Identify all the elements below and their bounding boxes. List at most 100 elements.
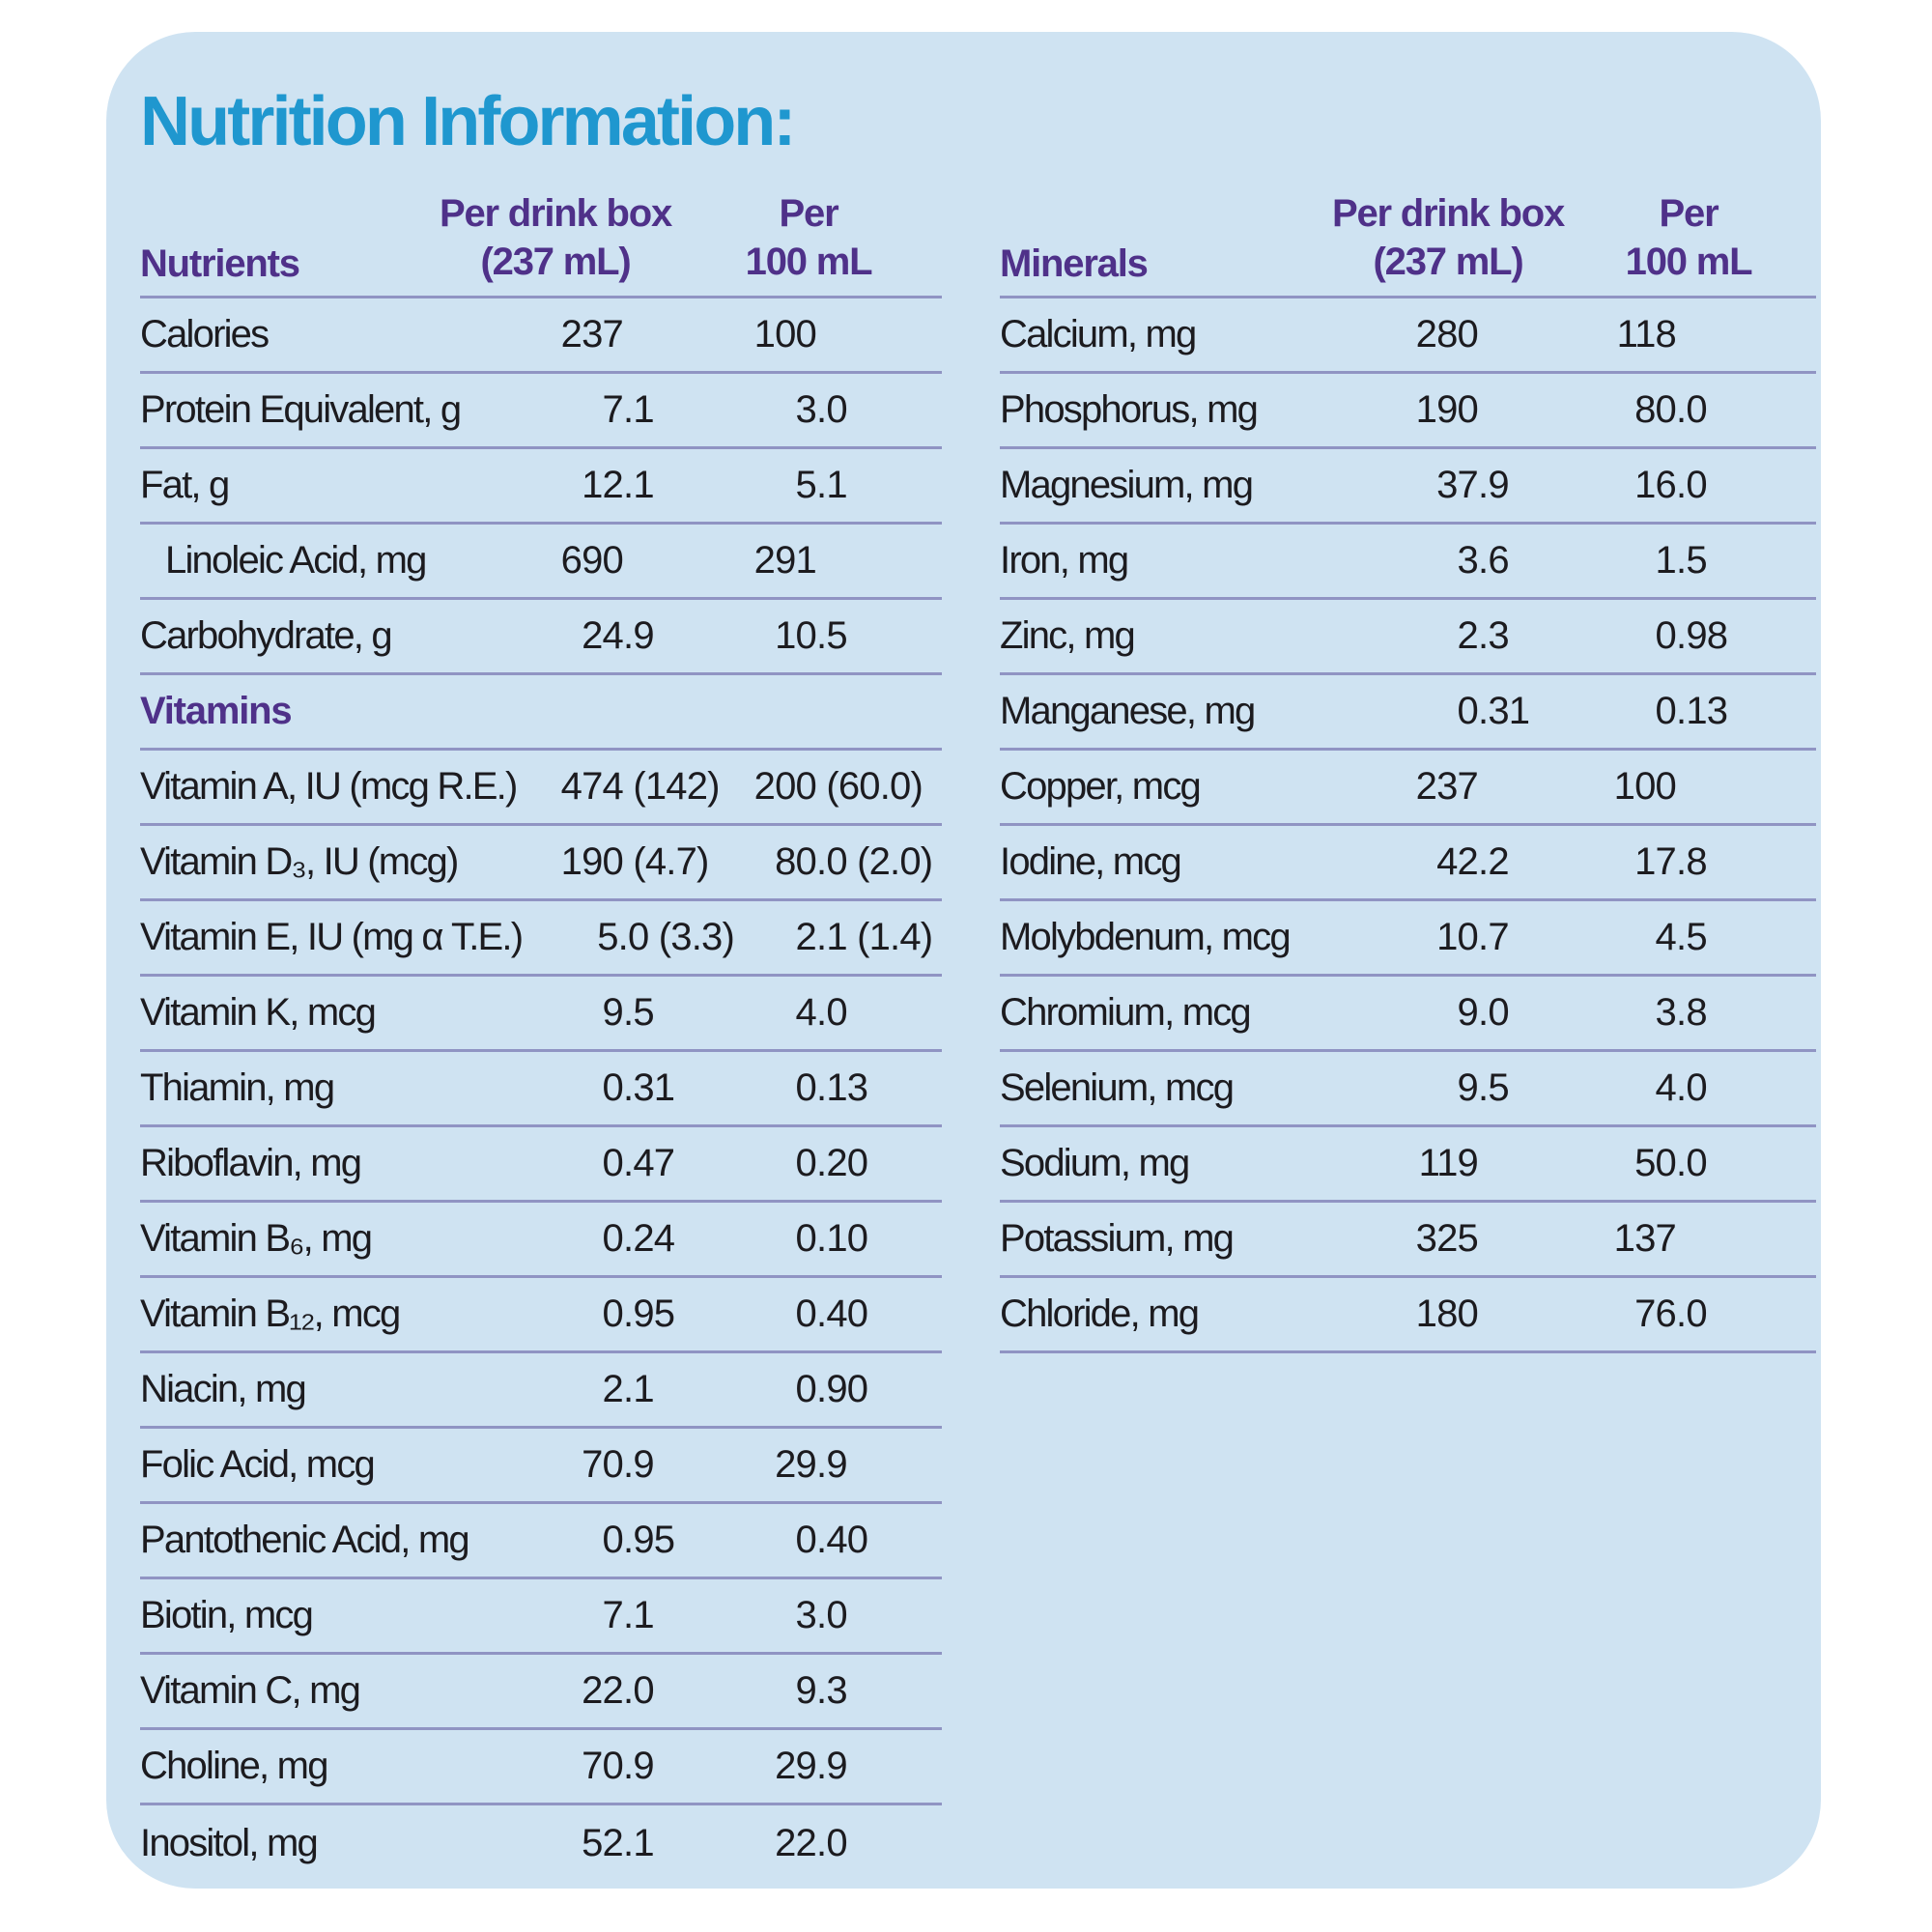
value-fraction-part: (60.0) [816,765,923,808]
row-value-per-100ml: 0.40 [734,1519,942,1562]
value-fraction-part [623,539,734,582]
value-integer-part: 3 [1655,991,1677,1034]
value-fraction-part [1478,765,1579,809]
value-fraction-part: .0 [1676,1066,1708,1109]
table-row: Niacin, mg 2.1 0.90 [140,1353,942,1429]
value-integer-part: 3 [795,1594,817,1636]
table-row: Vitamin C, mg 22.0 9.3 [140,1655,942,1730]
header-line-1: Per [1659,192,1719,235]
value-integer-part: 0 [602,1142,624,1184]
row-value-per-drink-box: 7.1 [536,1594,734,1637]
value-fraction-part: .9 [623,614,655,657]
row-value-per-drink-box: 7.1 [536,388,734,432]
row-value-per-100ml: 4.5 [1579,916,1816,959]
value-fraction-part: .8 [1676,840,1708,883]
row-value-per-drink-box: 237 [1290,765,1579,809]
table-row: Iron, mg 3.6 1.5 [1000,525,1816,600]
table-row: Chloride, mg 180 76.0 [1000,1278,1816,1353]
table-row: Folic Acid, mcg 70.9 29.9 [140,1429,942,1504]
table-row: Pantothenic Acid, mg 0.95 0.40 [140,1504,942,1579]
header-line-2: (237 mL) [1373,241,1524,283]
value-integer-part: 0 [795,1142,817,1184]
value-fraction-part: .8 [1676,991,1708,1034]
row-label: Niacin, mg [140,1368,307,1410]
value-integer-part: 0 [795,1293,817,1335]
nutrition-card: Nutrition Information: Nutrients Per dri… [106,32,1821,1889]
value-integer-part: 291 [753,539,817,582]
row-value-per-100ml: 0.98 [1579,614,1816,658]
value-fraction-part: .1 [623,464,655,506]
header-line-2: 100 mL [1625,241,1753,283]
row-value-per-100ml: 22.0 [734,1822,942,1865]
row-value-per-100ml: 0.13 [1579,690,1816,733]
value-integer-part: 2 [795,916,817,958]
value-fraction-part: .0 [1676,388,1708,431]
row-label: Vitamin B₁₂, mcg [140,1293,401,1335]
row-label: Vitamin B₆, mg [140,1217,373,1260]
tables-container: Nutrients Per drink box (237 mL) Per 100… [140,169,1821,1881]
row-label: Vitamin E, IU (mg α T.E.) [140,916,524,958]
value-fraction-part: .5 [623,991,655,1034]
row-label: Chloride, mg [1000,1293,1200,1335]
row-value-per-drink-box: 190 [1290,388,1579,432]
column-header-nutrients: Nutrients [140,242,300,285]
row-value-per-100ml: 3.0 [734,388,942,432]
table-row: Calcium, mg 280 118 [1000,298,1816,374]
row-value-per-drink-box: 0.24 [536,1217,734,1261]
value-fraction-part: .0 [816,388,848,431]
row-value-per-drink-box: 70.9 [536,1745,734,1788]
value-integer-part: 237 [560,313,624,355]
table-row: Phosphorus, mg 190 80.0 [1000,374,1816,449]
row-value-per-drink-box: 9.5 [1290,1066,1579,1110]
value-fraction-part: .9 [623,1443,655,1486]
value-fraction-part: .40 [816,1293,868,1335]
row-value-per-100ml: 29.9 [734,1443,942,1487]
row-value-per-drink-box: 190 (4.7) [536,840,734,884]
value-integer-part: 4 [1655,1066,1677,1109]
value-fraction-part: .13 [816,1066,868,1109]
value-integer-part: 180 [1415,1293,1479,1335]
row-label: Protein Equivalent, g [140,388,462,431]
table-row: Zinc, mg 2.3 0.98 [1000,600,1816,675]
value-integer-part: 3 [1457,539,1479,582]
table-row: Calories 237 100 [140,298,942,374]
row-value-per-drink-box: 37.9 [1290,464,1579,507]
row-label: Copper, mcg [1000,765,1202,808]
value-fraction-part: .0 (2.0) [816,840,933,883]
value-fraction-part: .0 [1676,1293,1708,1335]
table-row: Vitamin B₆, mg 0.24 0.10 [140,1203,942,1278]
value-fraction-part: .5 [1676,539,1708,582]
row-value-per-drink-box: 2.1 [536,1368,734,1411]
value-fraction-part: .5 [1478,1066,1510,1109]
row-label: Vitamin A, IU (mcg R.E.) [140,765,518,808]
row-label: Inositol, mg [140,1821,319,1864]
value-fraction-part: .3 [816,1669,848,1712]
table-row: Vitamin D₃, IU (mcg) 190 (4.7) 80.0 (2.0) [140,826,942,901]
value-integer-part: 12 [582,464,624,506]
row-value-per-drink-box: 10.7 [1290,916,1579,959]
value-fraction-part: .40 [816,1519,868,1561]
value-fraction-part: .95 [623,1293,675,1335]
value-integer-part: 9 [1457,1066,1479,1109]
table-row: Chromium, mcg 9.0 3.8 [1000,977,1816,1052]
table-row: Thiamin, mg 0.31 0.13 [140,1052,942,1127]
row-value-per-drink-box: 180 [1290,1293,1579,1336]
row-value-per-drink-box: 0.31 [536,1066,734,1110]
row-label: Chromium, mcg [1000,991,1252,1034]
value-fraction-part: .1 [816,464,848,506]
value-fraction-part: .5 [816,614,848,657]
row-value-per-drink-box: 5.0 (3.3) [536,916,735,959]
value-fraction-part: .24 [623,1217,675,1260]
row-value-per-100ml: 17.8 [1579,840,1816,884]
row-value-per-drink-box: 9.0 [1290,991,1579,1035]
row-value-per-100ml: 3.8 [1579,991,1816,1035]
nutrients-table: Nutrients Per drink box (237 mL) Per 100… [140,169,942,1881]
row-value-per-drink-box: 325 [1290,1217,1579,1261]
value-fraction-part: .90 [816,1368,868,1410]
value-fraction-part: .0 [1676,464,1708,506]
value-fraction-part: .9 [1478,464,1510,506]
row-value-per-100ml: 0.20 [734,1142,942,1185]
row-value-per-100ml: 200 (60.0) [734,765,942,809]
value-integer-part: 237 [1415,765,1479,808]
row-label: Selenium, mcg [1000,1066,1235,1109]
